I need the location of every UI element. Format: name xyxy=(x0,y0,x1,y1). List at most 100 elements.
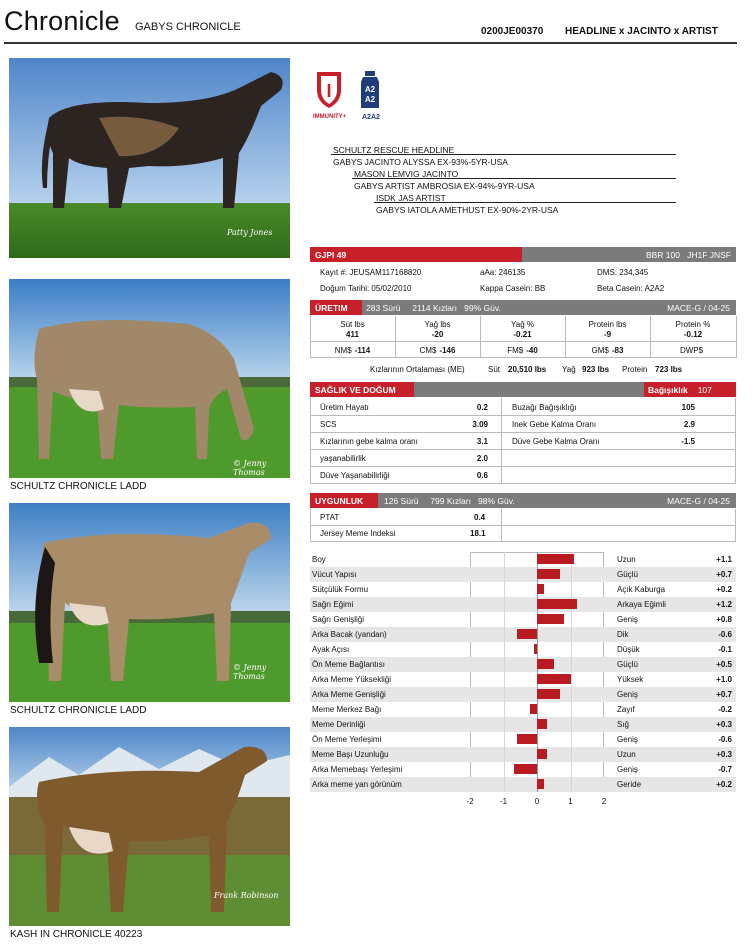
trait-label: Vücut Yapısı xyxy=(312,570,357,579)
immunity-label: Bağışıklık xyxy=(648,384,688,395)
production-bar: ÜRETIM xyxy=(310,300,362,315)
axis-tick-label: 1 xyxy=(568,797,573,806)
trait-direction: Geride xyxy=(617,780,642,789)
index-item: FM$ -40 xyxy=(480,346,565,355)
production-value: -9 xyxy=(603,330,612,339)
trait-direction: Uzun xyxy=(617,555,636,564)
ptat-right-cell xyxy=(501,509,736,526)
avg-fat: 923 lbs xyxy=(582,365,610,374)
pedigree-rule xyxy=(374,202,676,203)
conformation-mace: MACE-G / 04-25 xyxy=(667,495,730,506)
ptat-label: PTAT xyxy=(320,513,340,522)
trait-bar xyxy=(516,629,537,639)
trait-label: Meme Merkez Bağı xyxy=(312,705,382,714)
conformation-info-bar: 126 Sürü 799 Kızları 98% Güv. MACE-G / 0… xyxy=(378,493,736,508)
dms-code: DMS: 234,345 xyxy=(597,268,649,277)
health-bar: SAĞLIK VE DOĞUM xyxy=(310,382,414,397)
trait-label: Sağrı Genişliği xyxy=(312,615,365,624)
health-trait-label: SCS xyxy=(320,420,337,429)
aaa-code: aAa: 246135 xyxy=(480,268,526,277)
jmi-value: 18.1 xyxy=(470,529,486,538)
gjpi-label: GJPI 49 xyxy=(315,249,347,260)
ptat-value: 0.4 xyxy=(474,513,486,522)
photographer-signature: Frank Robinson xyxy=(214,891,279,900)
trait-value-label: +1.1 xyxy=(716,555,732,564)
trait-bar xyxy=(537,599,578,609)
trait-bar xyxy=(533,644,537,654)
trait-bar xyxy=(530,704,537,714)
trait-label: Sütçülük Formu xyxy=(312,585,369,594)
trait-value-label: +0.8 xyxy=(716,615,732,624)
health-trait-value: 105 xyxy=(681,403,695,412)
photo-caption: SCHULTZ CHRONICLE LADD xyxy=(10,705,147,716)
axis-tick-label: -1 xyxy=(499,797,508,806)
trait-row: Ön Meme Yerleşimi Geniş -0.6 xyxy=(310,732,736,747)
health-trait-value: 2.0 xyxy=(476,454,488,463)
health-trait-label: Kızlarının gebe kalma oranı xyxy=(320,437,418,446)
conformation-label: UYGUNLUK xyxy=(315,495,364,506)
chart-gridline xyxy=(503,552,505,792)
index-item: NM$ -114 xyxy=(310,346,395,355)
trait-row: Meme Merkez Bağı Zayıf -0.2 xyxy=(310,702,736,717)
trait-value-label: +1.0 xyxy=(716,675,732,684)
trait-direction: Geniş xyxy=(617,765,638,774)
trait-direction: Geniş xyxy=(617,690,638,699)
trait-direction: Güçlü xyxy=(617,570,638,579)
index-value: -40 xyxy=(526,346,538,355)
axis-tick-label: -2 xyxy=(466,797,474,806)
trait-bar xyxy=(537,719,548,729)
trait-value-label: +1.2 xyxy=(716,600,732,609)
birth-date: Doğum Tarihi: 05/02/2010 xyxy=(320,284,412,293)
daughter-avg-label: Kızlarının Ortalaması (ME) xyxy=(370,365,465,374)
production-value: -0.12 xyxy=(683,330,703,339)
chart-gridline xyxy=(537,552,538,792)
trait-row: Arka meme yan görünüm Geride +0.2 xyxy=(310,777,736,792)
health-trait-label: Düve Yaşanabilirliği xyxy=(320,471,390,480)
reg-number: Kayıt #: JEUSAM117168820 xyxy=(320,268,422,277)
conformation-bar: UYGUNLUK xyxy=(310,493,378,508)
health-cell xyxy=(501,466,736,484)
avg-protein-label: Protein xyxy=(622,365,648,374)
pedigree-mgd: GABYS ARTIST AMBROSIA EX-94%-9YR-USA xyxy=(354,181,535,191)
kappa-casein: Kappa Casein: BB xyxy=(480,284,546,293)
trait-label: Sağrı Eğimi xyxy=(312,600,354,609)
production-info: 283 Sürü 2114 Kızları 99% Güv. xyxy=(366,302,501,313)
trait-label: Meme Başı Uzunluğu xyxy=(312,750,389,759)
header-rule xyxy=(4,42,737,44)
trait-label: Ön Meme Yerleşimi xyxy=(312,735,382,744)
avg-milk: 20,510 lbs xyxy=(508,365,547,374)
health-trait-value: 3.09 xyxy=(472,420,488,429)
trait-label: Ayak Açısı xyxy=(312,645,350,654)
chart-gridline xyxy=(570,552,572,792)
beta-casein: Beta Casein: A2A2 xyxy=(597,284,665,293)
production-value: 411 xyxy=(346,330,359,339)
health-trait-label: Inek Gebe Kalma Oranı xyxy=(512,420,597,429)
trait-direction: Zayıf xyxy=(617,705,635,714)
photo-caption: SCHULTZ CHRONICLE LADD xyxy=(10,481,147,492)
trait-bar xyxy=(537,569,561,579)
trait-bar xyxy=(537,689,561,699)
avg-milk-label: Süt xyxy=(488,365,501,374)
production-head: Yağ % xyxy=(511,320,534,329)
trait-label: Arka Bacak (yandan) xyxy=(312,630,387,639)
gjpi-right: BBR 100 JH1F JNSF xyxy=(522,247,736,262)
gjpi-bar: GJPI 49 xyxy=(310,247,522,262)
trait-direction: Dik xyxy=(617,630,629,639)
photographer-signature: © Jenny Thomas xyxy=(233,663,267,681)
trait-row: Arka Meme Yüksekliği Yüksek +1.0 xyxy=(310,672,736,687)
jmi-label: Jersey Meme Indeksi xyxy=(320,529,396,538)
production-head: Süt lbs xyxy=(340,320,365,329)
trait-value-label: -0.6 xyxy=(718,630,732,639)
trait-value-label: -0.2 xyxy=(718,705,732,714)
index-value: -83 xyxy=(611,346,624,355)
trait-value-label: -0.7 xyxy=(718,765,732,774)
health-trait-value: 0.6 xyxy=(476,471,488,480)
immunity-bar: Bağışıklık 107 xyxy=(644,382,736,397)
trait-row: Sütçülük Formu Açık Kaburga +0.2 xyxy=(310,582,736,597)
trait-row: Meme Başı Uzunluğu Uzun +0.3 xyxy=(310,747,736,762)
trait-direction: Yüksek xyxy=(617,675,644,684)
production-value: -20 xyxy=(431,330,444,339)
jmi-right-cell xyxy=(501,525,736,542)
production-head: Protein % xyxy=(675,320,711,329)
trait-value-label: +0.7 xyxy=(716,690,732,699)
